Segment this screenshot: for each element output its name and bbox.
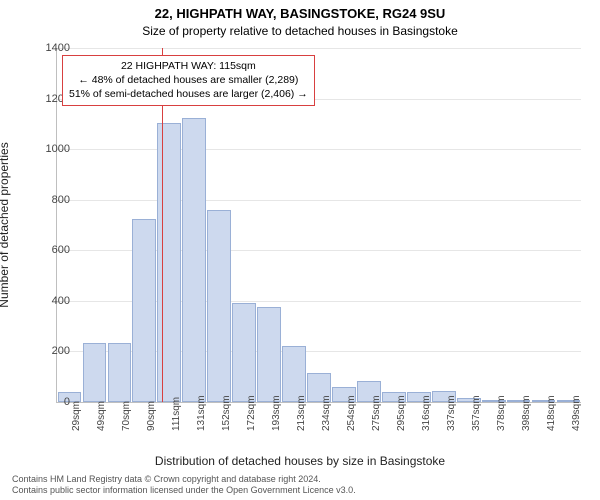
x-tick-label: 152sqm xyxy=(221,395,232,431)
x-tick-label: 49sqm xyxy=(96,401,107,431)
annotation-box: 22 HIGHPATH WAY: 115sqm← 48% of detached… xyxy=(62,55,315,106)
histogram-bar xyxy=(232,303,256,402)
footer-line-1: Contains HM Land Registry data © Crown c… xyxy=(12,474,588,485)
histogram-bar xyxy=(257,307,281,402)
x-tick-label: 254sqm xyxy=(346,395,357,431)
x-tick-label: 439sqm xyxy=(571,395,582,431)
histogram-bar xyxy=(157,123,181,402)
x-tick-label: 337sqm xyxy=(446,395,457,431)
chart-container: 22, HIGHPATH WAY, BASINGSTOKE, RG24 9SU … xyxy=(0,0,600,500)
histogram-bar xyxy=(282,346,306,402)
y-tick-label: 1400 xyxy=(30,42,70,54)
x-tick-label: 295sqm xyxy=(396,395,407,431)
x-tick-label: 398sqm xyxy=(521,395,532,431)
x-tick-label: 172sqm xyxy=(246,395,257,431)
x-tick-label: 378sqm xyxy=(496,395,507,431)
x-tick-label: 275sqm xyxy=(371,395,382,431)
gridline xyxy=(57,200,581,201)
histogram-bar xyxy=(182,118,206,402)
x-tick-label: 418sqm xyxy=(546,395,557,431)
annotation-line: 51% of semi-detached houses are larger (… xyxy=(69,87,308,101)
footer-line-2: Contains public sector information licen… xyxy=(12,485,588,496)
x-tick-label: 357sqm xyxy=(471,395,482,431)
y-axis-label: Number of detached properties xyxy=(0,142,11,307)
chart-subtitle: Size of property relative to detached ho… xyxy=(0,22,600,38)
x-axis-label: Distribution of detached houses by size … xyxy=(0,454,600,468)
y-tick-label: 1000 xyxy=(30,143,70,155)
x-tick-label: 193sqm xyxy=(271,395,282,431)
annotation-line: ← 48% of detached houses are smaller (2,… xyxy=(69,73,308,87)
histogram-bar xyxy=(108,343,132,402)
annotation-line: 22 HIGHPATH WAY: 115sqm xyxy=(69,59,308,73)
x-tick-label: 234sqm xyxy=(321,395,332,431)
x-tick-label: 213sqm xyxy=(296,395,307,431)
gridline xyxy=(57,149,581,150)
histogram-bar xyxy=(83,343,107,402)
x-tick-label: 29sqm xyxy=(71,401,82,431)
x-tick-label: 111sqm xyxy=(171,397,182,431)
x-tick-label: 70sqm xyxy=(121,401,132,431)
y-tick-label: 600 xyxy=(30,244,70,256)
x-tick-label: 90sqm xyxy=(146,401,157,431)
y-tick-label: 400 xyxy=(30,295,70,307)
histogram-bar xyxy=(132,219,156,402)
y-tick-label: 200 xyxy=(30,345,70,357)
y-tick-label: 800 xyxy=(30,194,70,206)
x-tick-label: 316sqm xyxy=(421,395,432,431)
gridline xyxy=(57,48,581,49)
x-tick-label: 131sqm xyxy=(196,395,207,431)
y-tick-label: 0 xyxy=(30,396,70,408)
chart-title: 22, HIGHPATH WAY, BASINGSTOKE, RG24 9SU xyxy=(0,0,600,22)
footer: Contains HM Land Registry data © Crown c… xyxy=(12,474,588,497)
histogram-bar xyxy=(207,210,231,402)
